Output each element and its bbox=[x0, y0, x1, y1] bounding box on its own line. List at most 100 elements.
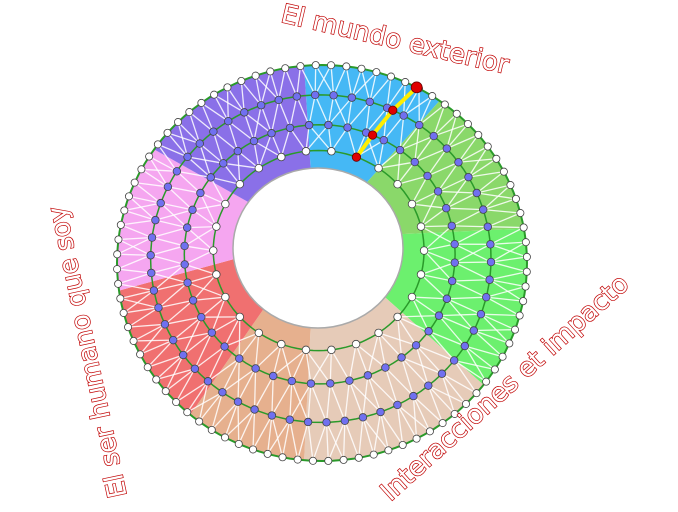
mesh-line bbox=[253, 375, 274, 410]
mesh-line bbox=[296, 96, 310, 126]
ring-node bbox=[429, 131, 438, 141]
mesh-line bbox=[397, 316, 417, 346]
ring-node bbox=[235, 312, 244, 322]
mesh-line bbox=[325, 383, 331, 423]
ring-node bbox=[515, 311, 524, 320]
mesh-line bbox=[362, 417, 375, 455]
mesh-line bbox=[308, 124, 332, 152]
mesh-line bbox=[210, 176, 240, 185]
ring-node bbox=[180, 260, 189, 269]
mesh-line bbox=[476, 192, 517, 200]
mesh-line bbox=[278, 99, 291, 129]
mesh-line bbox=[327, 420, 346, 462]
ring-node bbox=[304, 120, 314, 130]
ring-node bbox=[223, 83, 232, 92]
mesh-line bbox=[427, 385, 444, 424]
mesh-line bbox=[476, 184, 511, 194]
mesh-line bbox=[151, 272, 188, 284]
mesh-line bbox=[468, 171, 504, 178]
mesh-line bbox=[120, 297, 159, 309]
mesh-line bbox=[165, 368, 196, 392]
ring-node bbox=[240, 108, 249, 117]
mesh-line bbox=[199, 192, 217, 227]
mesh-line bbox=[486, 285, 526, 298]
mesh-line bbox=[289, 96, 298, 129]
mesh-line bbox=[117, 268, 152, 274]
mesh-line bbox=[150, 254, 185, 266]
ring-node bbox=[207, 425, 216, 434]
ring-node bbox=[179, 350, 188, 360]
ring-node bbox=[476, 309, 486, 319]
mesh-line bbox=[454, 226, 489, 245]
ring-node bbox=[409, 391, 418, 401]
path-node bbox=[388, 105, 398, 115]
mesh-line bbox=[355, 343, 386, 369]
mesh-line bbox=[367, 375, 382, 413]
ring-node bbox=[183, 278, 192, 287]
mesh-line bbox=[147, 354, 184, 368]
mesh-line bbox=[260, 105, 273, 134]
mesh-line bbox=[193, 296, 226, 302]
mesh-line bbox=[192, 203, 226, 211]
mesh-line bbox=[351, 71, 377, 99]
mesh-line bbox=[414, 135, 435, 163]
mesh-line bbox=[414, 147, 448, 163]
mesh-line bbox=[187, 273, 217, 284]
ring-node bbox=[130, 178, 139, 187]
mesh-line bbox=[252, 415, 273, 450]
mesh-line bbox=[238, 332, 260, 359]
mesh-line bbox=[428, 385, 467, 405]
mesh-line bbox=[172, 316, 202, 341]
mesh-line bbox=[399, 115, 405, 151]
mesh-line bbox=[289, 419, 299, 460]
mesh-line bbox=[211, 392, 224, 431]
mesh-line bbox=[418, 103, 446, 126]
ring-node bbox=[474, 130, 483, 139]
ring-node bbox=[442, 203, 451, 213]
ring-node bbox=[152, 375, 161, 384]
mesh-line bbox=[454, 243, 492, 263]
mesh-line bbox=[396, 150, 401, 185]
ring-node bbox=[206, 173, 215, 182]
ring-node bbox=[440, 100, 449, 109]
mesh-line bbox=[487, 226, 524, 229]
mesh-line bbox=[411, 190, 439, 205]
mesh-line bbox=[412, 395, 431, 432]
ring-node bbox=[498, 352, 507, 361]
mesh-line bbox=[238, 409, 256, 445]
ring-node bbox=[143, 363, 152, 372]
ring-line-3 bbox=[115, 63, 529, 463]
mesh-line bbox=[176, 170, 201, 194]
mesh-line bbox=[255, 75, 280, 101]
mesh-line bbox=[401, 357, 429, 387]
ring-node bbox=[442, 294, 452, 303]
ring-node bbox=[116, 294, 125, 303]
mesh-line bbox=[258, 132, 273, 169]
mesh-line bbox=[438, 315, 466, 347]
ring-node bbox=[149, 286, 159, 295]
mesh-line bbox=[347, 101, 371, 128]
mesh-line bbox=[446, 298, 482, 315]
mesh-line bbox=[490, 256, 527, 263]
ring-node bbox=[326, 379, 335, 388]
ring-node bbox=[124, 192, 133, 201]
mesh-line bbox=[305, 125, 310, 152]
mesh-line bbox=[325, 422, 345, 461]
mesh-line bbox=[269, 71, 280, 101]
ring-node bbox=[221, 199, 230, 209]
ring-node bbox=[301, 345, 311, 355]
mesh-line bbox=[315, 64, 335, 96]
mesh-line bbox=[386, 76, 392, 108]
ring-node bbox=[450, 258, 459, 267]
mesh-line bbox=[312, 422, 328, 462]
mesh-line bbox=[433, 104, 446, 137]
ring-node bbox=[324, 120, 333, 130]
mesh-line bbox=[476, 171, 505, 194]
mesh-line bbox=[176, 170, 211, 179]
ring-node bbox=[267, 129, 276, 138]
mesh-line bbox=[489, 271, 527, 281]
ring-node bbox=[381, 363, 390, 372]
mesh-line bbox=[221, 358, 240, 393]
ring-node bbox=[136, 350, 145, 359]
mesh-line bbox=[118, 283, 155, 292]
